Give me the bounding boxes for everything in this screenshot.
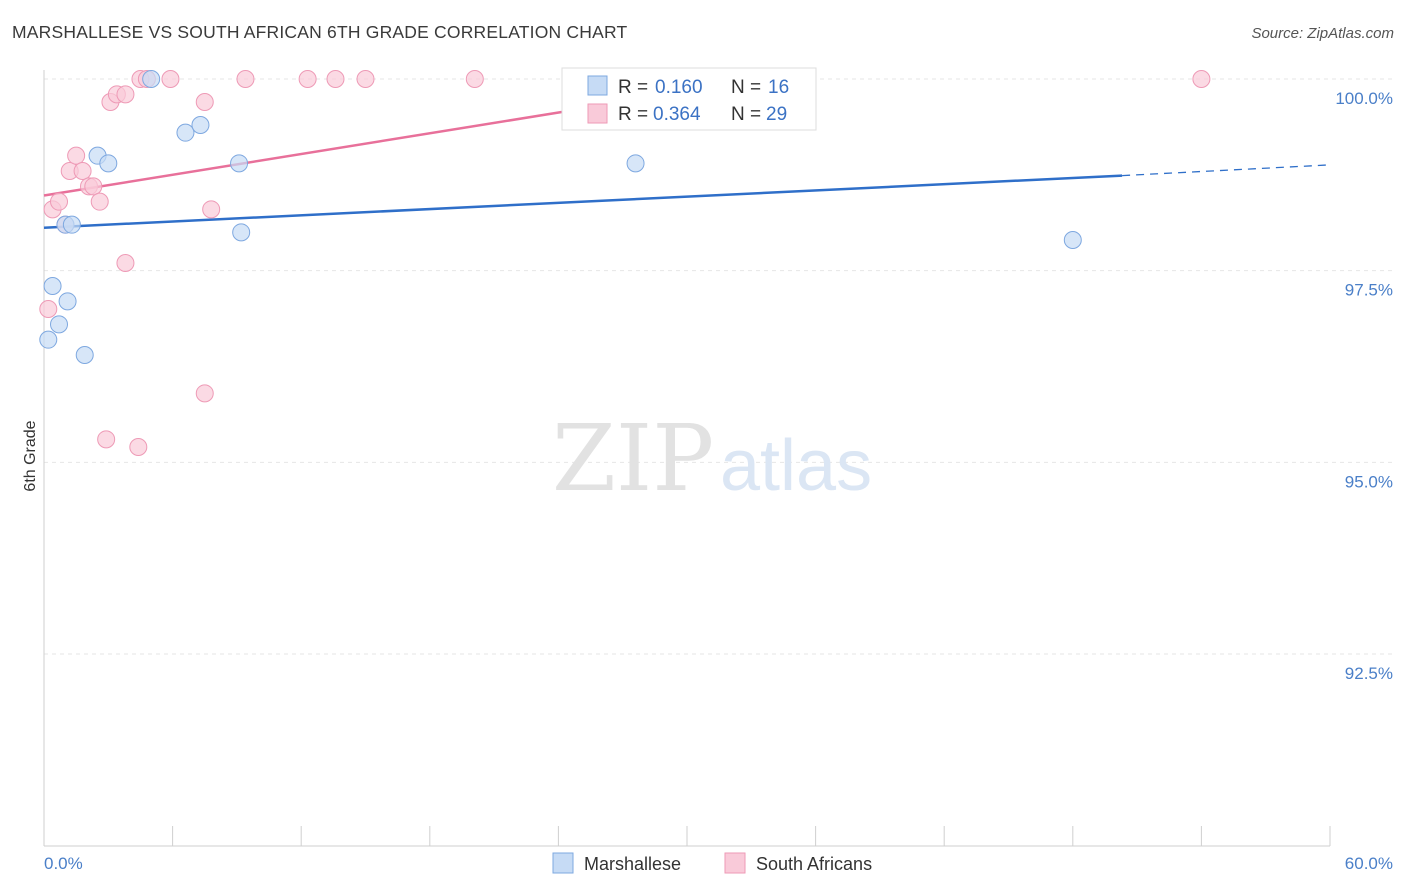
point-marshallese xyxy=(43,277,62,295)
point-south-africans xyxy=(195,93,214,111)
bottom-legend-swatch-marshallese xyxy=(552,852,574,874)
trend-line-marshallese-extension xyxy=(1122,164,1331,177)
legend-r-value-2: 0.364 xyxy=(653,104,701,125)
point-marshallese xyxy=(191,116,210,134)
point-south-africans xyxy=(50,192,69,211)
point-south-africans xyxy=(73,162,92,180)
y-axis-tick-labels: 100.0% 97.5% 95.0% 92.5% xyxy=(1335,89,1393,683)
point-marshallese xyxy=(75,346,94,364)
trend-line-marshallese xyxy=(43,174,1123,229)
chart-title: MARSHALLESE VS SOUTH AFRICAN 6TH GRADE C… xyxy=(12,22,628,42)
point-marshallese xyxy=(58,292,77,311)
y-tick-label: 97.5% xyxy=(1345,281,1393,300)
legend-r-value-1: 0.160 xyxy=(655,77,703,98)
legend-r-label-2: R = xyxy=(618,104,648,125)
point-south-africans xyxy=(298,70,317,88)
point-marshallese xyxy=(176,123,195,142)
point-marshallese xyxy=(1063,231,1082,249)
watermark: ZIP atlas xyxy=(552,405,872,512)
point-south-africans xyxy=(90,192,109,211)
legend-r-label-1: R = xyxy=(618,77,648,98)
bottom-legend-swatch-south-africans xyxy=(724,852,746,874)
point-marshallese xyxy=(230,154,249,173)
legend-n-value-2: 29 xyxy=(766,104,787,125)
point-marshallese xyxy=(626,154,645,173)
point-south-africans xyxy=(116,85,135,104)
point-marshallese xyxy=(50,315,69,334)
point-south-africans xyxy=(129,438,148,456)
point-south-africans xyxy=(465,70,484,88)
point-south-africans xyxy=(39,300,58,318)
data-points xyxy=(39,70,1211,456)
bottom-legend-label-marshallese: Marshallese xyxy=(584,854,681,874)
point-south-africans xyxy=(97,430,116,449)
point-south-africans xyxy=(161,70,180,88)
watermark-zip: ZIP xyxy=(552,405,714,512)
source-credit: Source: ZipAtlas.com xyxy=(1251,25,1394,42)
y-tick-label: 100.0% xyxy=(1335,89,1393,108)
point-south-africans xyxy=(326,70,345,88)
series-legend: Marshallese South Africans xyxy=(552,852,872,874)
point-south-africans xyxy=(116,254,135,272)
legend-n-value-1: 16 xyxy=(768,77,789,98)
x-tick-label-min: 0.0% xyxy=(44,854,83,873)
watermark-atlas: atlas xyxy=(720,426,872,506)
point-marshallese xyxy=(62,215,81,234)
y-tick-label: 92.5% xyxy=(1345,664,1393,683)
point-marshallese xyxy=(39,330,58,349)
bottom-legend-label-south-africans: South Africans xyxy=(756,854,872,874)
point-south-africans xyxy=(84,177,103,196)
point-marshallese xyxy=(142,70,161,88)
x-axis-ticks xyxy=(43,826,1331,846)
legend-n-label-2: N = xyxy=(731,104,761,125)
point-marshallese xyxy=(232,223,251,242)
y-tick-label: 95.0% xyxy=(1345,472,1393,491)
y-axis-label: 6th Grade xyxy=(22,420,39,491)
point-south-africans xyxy=(67,146,86,165)
point-marshallese xyxy=(99,154,118,173)
stats-legend: R = 0.160 N = 16 R = 0.364 N = 29 xyxy=(561,67,817,131)
point-south-africans xyxy=(1192,70,1211,88)
legend-swatch-marshallese xyxy=(587,75,608,96)
point-south-africans xyxy=(236,70,255,88)
point-south-africans xyxy=(356,70,375,88)
x-tick-label-max: 60.0% xyxy=(1345,854,1393,873)
legend-swatch-south-africans xyxy=(587,103,608,124)
legend-n-label-1: N = xyxy=(731,77,761,98)
point-south-africans xyxy=(195,384,214,403)
point-south-africans xyxy=(202,200,221,219)
